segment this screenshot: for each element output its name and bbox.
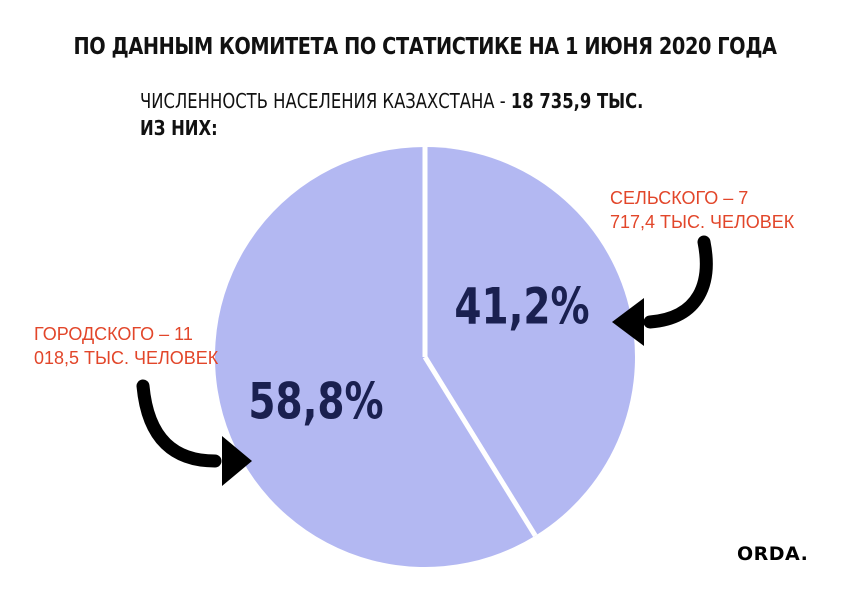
pie-slice-urban	[215, 147, 536, 567]
slice-label-rural: 41,2%	[454, 277, 589, 336]
subtitle-prefix: ЧИСЛЕННОСТЬ НАСЕЛЕНИЯ КАЗАХСТАНА -	[140, 89, 511, 113]
rural-annotation: СЕЛЬСКОГО – 7 717,4 ТЫС. ЧЕЛОВЕК	[610, 186, 794, 234]
rural-arrow-icon	[612, 235, 713, 346]
urban-annotation: ГОРОДСКОГО – 11 018,5 ТЫС. ЧЕЛОВЕК	[34, 322, 218, 370]
slice-separator	[422, 355, 538, 538]
urban-arrow-icon	[136, 379, 252, 486]
rural-annotation-line1: СЕЛЬСКОГО – 7	[610, 188, 749, 208]
subtitle-line2: ИЗ НИХ:	[140, 116, 218, 140]
subtitle-value: 18 735,9 ТЫС.	[510, 89, 644, 113]
subtitle: ЧИСЛЕННОСТЬ НАСЕЛЕНИЯ КАЗАХСТАНА - 18 73…	[140, 88, 643, 142]
slice-label-urban: 58,8%	[248, 372, 383, 431]
urban-annotation-line1: ГОРОДСКОГО – 11	[34, 324, 193, 344]
urban-annotation-line2: 018,5 ТЫС. ЧЕЛОВЕК	[34, 348, 219, 368]
page-title: ПО ДАННЫМ КОМИТЕТА ПО СТАТИСТИКЕ НА 1 ИЮ…	[73, 34, 777, 60]
slice-separators	[422, 147, 538, 538]
rural-annotation-line2: 717,4 ТЫС. ЧЕЛОВЕК	[610, 212, 795, 232]
orda-logo: ORDA.	[737, 543, 809, 565]
